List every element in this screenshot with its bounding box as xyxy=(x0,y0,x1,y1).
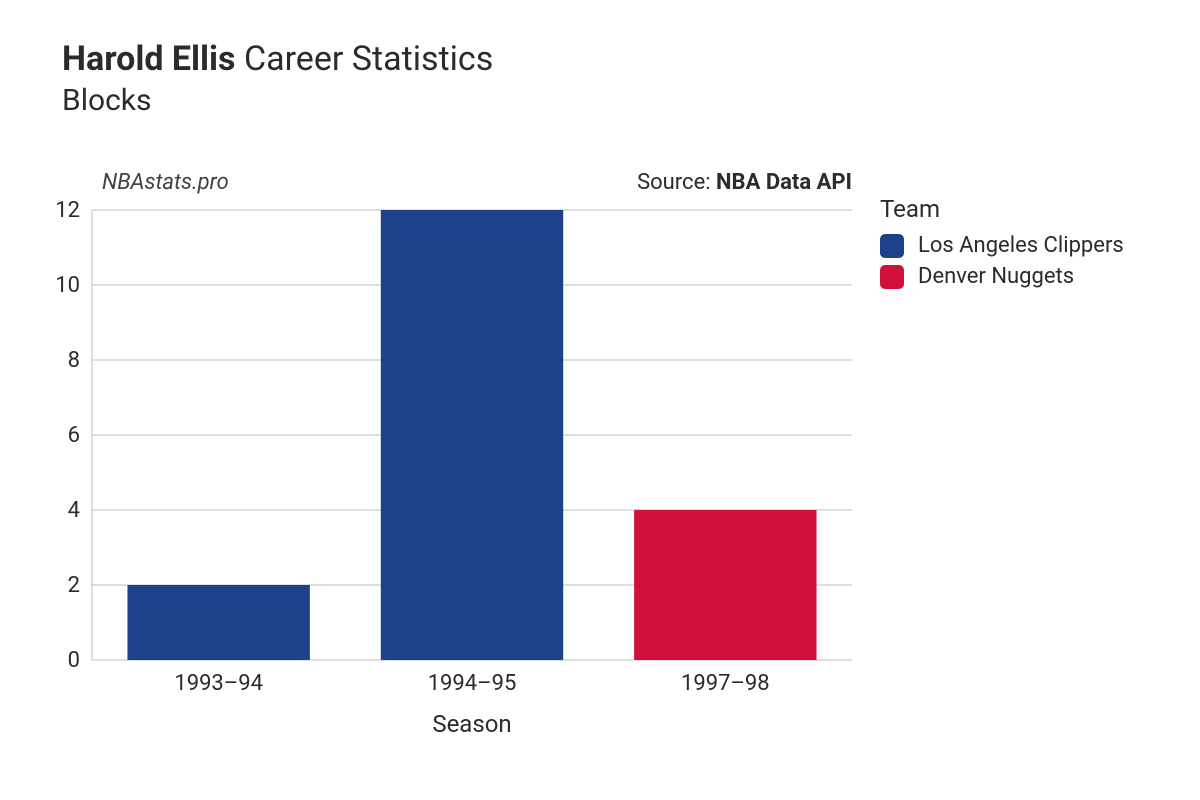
y-tick-label: 12 xyxy=(55,200,80,223)
chart-title-block: Harold Ellis Career Statistics Blocks xyxy=(62,40,493,118)
legend-swatch xyxy=(880,234,904,258)
bar xyxy=(127,585,309,660)
chart-title: Harold Ellis Career Statistics xyxy=(62,40,493,79)
y-tick-label: 10 xyxy=(55,273,80,298)
legend-label: Denver Nuggets xyxy=(918,264,1074,289)
legend: Team Los Angeles Clippers Denver Nuggets xyxy=(880,195,1124,295)
y-tick-label: 2 xyxy=(68,573,80,598)
legend-item: Los Angeles Clippers xyxy=(880,233,1124,258)
bar xyxy=(634,510,816,660)
chart-title-bold: Harold Ellis xyxy=(62,39,236,79)
chart-title-rest: Career Statistics xyxy=(244,39,493,79)
attribution-left: NBAstats.pro xyxy=(102,170,229,195)
attribution-right: Source: NBA Data API xyxy=(637,170,852,195)
y-tick-label: 4 xyxy=(68,498,80,523)
attribution-right-bold: NBA Data API xyxy=(716,170,852,195)
legend-title: Team xyxy=(880,195,1124,223)
legend-label: Los Angeles Clippers xyxy=(918,233,1124,258)
x-axis-title: Season xyxy=(432,710,511,738)
legend-swatch xyxy=(880,265,904,289)
legend-item: Denver Nuggets xyxy=(880,264,1124,289)
attribution-right-prefix: Source: xyxy=(637,170,716,195)
chart-subtitle: Blocks xyxy=(62,83,493,118)
y-tick-label: 8 xyxy=(68,348,80,373)
chart-container: Harold Ellis Career Statistics Blocks NB… xyxy=(0,0,1200,800)
y-tick-label: 6 xyxy=(68,423,80,448)
bar xyxy=(381,210,563,660)
bar-chart: 0246810121993–941994–951997–98SeasonBloc… xyxy=(42,200,852,740)
y-tick-label: 0 xyxy=(68,648,80,673)
x-tick-label: 1994–95 xyxy=(428,671,517,696)
x-tick-label: 1993–94 xyxy=(174,671,263,696)
x-tick-label: 1997–98 xyxy=(681,671,770,696)
